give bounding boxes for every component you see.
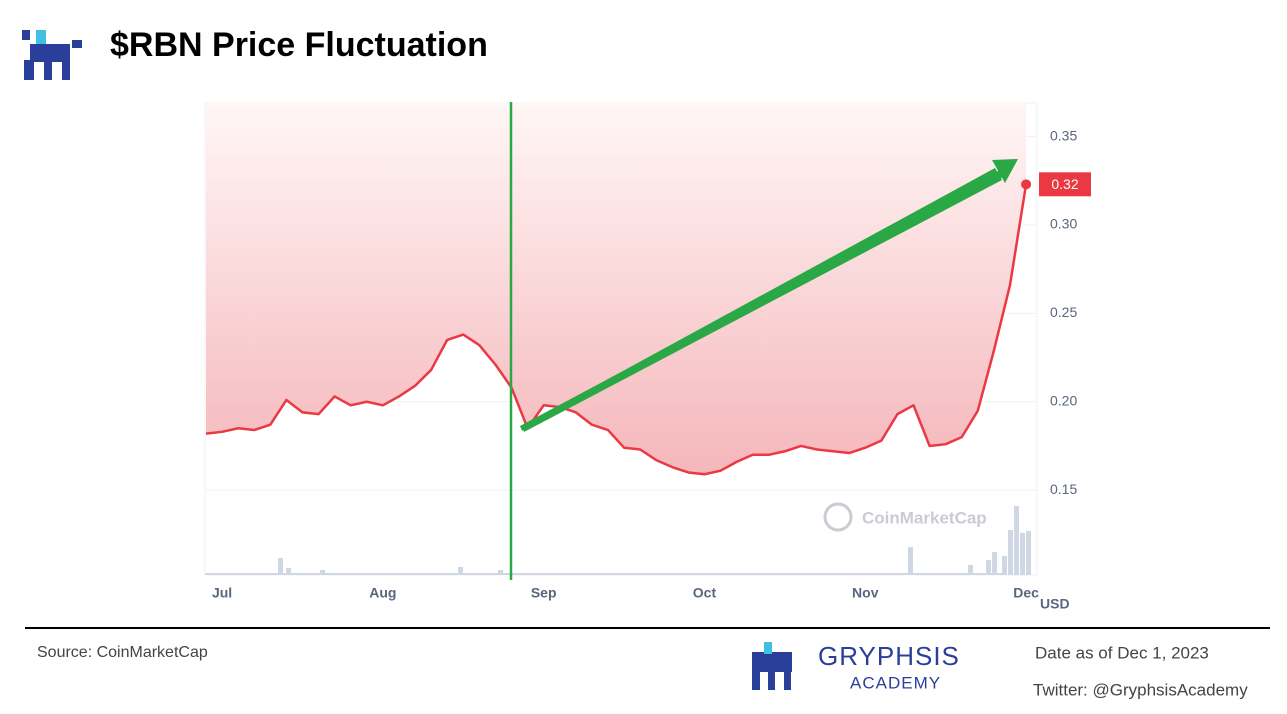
y-tick-label: 0.25 — [1050, 304, 1077, 320]
y-tick-label: 0.15 — [1050, 481, 1077, 497]
price-tag — [1039, 172, 1091, 197]
x-tick-label: Jul — [212, 585, 232, 601]
volume-bars — [205, 506, 1031, 575]
y-tick-label: 0.20 — [1050, 392, 1077, 408]
source: Source: CoinMarketCap — [37, 644, 208, 661]
title: $RBN Price Fluctuation — [110, 26, 488, 64]
brand-sub: ACADEMY — [850, 673, 941, 692]
trend-arrow — [520, 159, 1018, 432]
x-tick-label: Nov — [852, 585, 879, 601]
date: Date as of Dec 1, 2023 — [1035, 643, 1209, 662]
twitter: Twitter: @GryphsisAcademy — [1033, 680, 1248, 699]
brand-name: GRYPHSIS — [818, 641, 960, 671]
y-tick-label: 0.30 — [1050, 216, 1077, 232]
last-point — [1021, 179, 1032, 190]
x-tick-label: Oct — [693, 585, 717, 601]
y-tick-label: 0.35 — [1050, 127, 1077, 143]
x-tick-label: Dec — [1013, 585, 1039, 601]
x-tick-label: Aug — [369, 585, 396, 601]
watermark: CoinMarketCap — [862, 508, 987, 527]
logo — [22, 30, 82, 82]
price-label: 0.32 — [1051, 176, 1078, 192]
price-line — [205, 184, 1028, 476]
area-fill — [206, 103, 1027, 475]
y-unit: USD — [1040, 596, 1070, 612]
watermark-logo — [823, 502, 853, 532]
x-tick-label: Sep — [531, 585, 557, 601]
brand-logo — [752, 642, 792, 690]
